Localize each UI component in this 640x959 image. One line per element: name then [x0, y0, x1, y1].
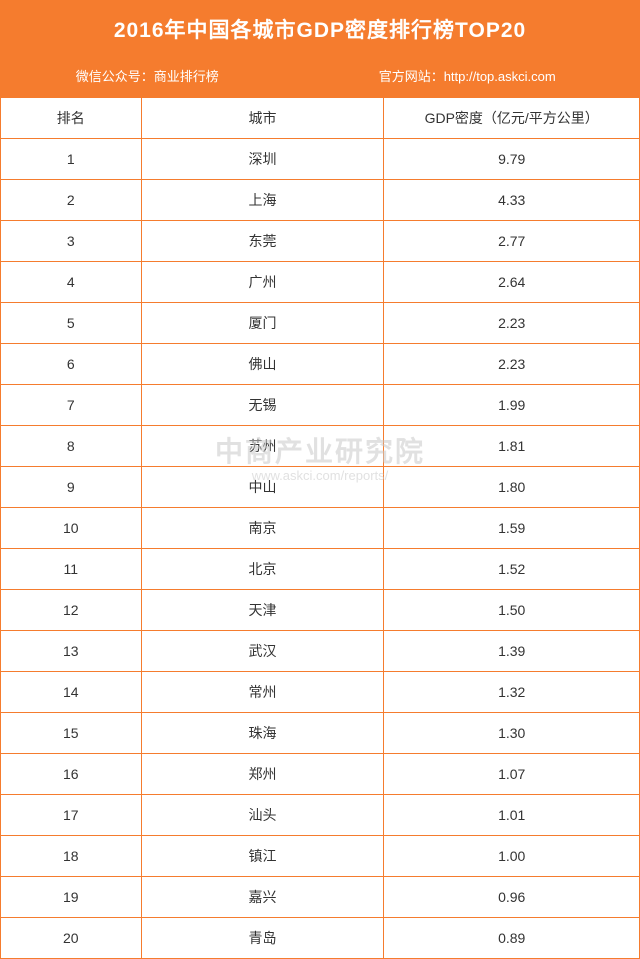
cell-city: 无锡 [141, 385, 384, 426]
table-row: 15珠海1.30 [1, 713, 640, 754]
table-row: 9中山1.80 [1, 467, 640, 508]
cell-city: 上海 [141, 180, 384, 221]
cell-city: 武汉 [141, 631, 384, 672]
cell-density: 1.01 [384, 795, 640, 836]
cell-rank: 3 [1, 221, 142, 262]
cell-city: 东莞 [141, 221, 384, 262]
table-row: 8苏州1.81 [1, 426, 640, 467]
table-row: 13武汉1.39 [1, 631, 640, 672]
cell-rank: 2 [1, 180, 142, 221]
table-header-row: 排名 城市 GDP密度（亿元/平方公里） [1, 98, 640, 139]
cell-city: 嘉兴 [141, 877, 384, 918]
cell-city: 珠海 [141, 713, 384, 754]
table-row: 20青岛0.89 [1, 918, 640, 959]
cell-rank: 14 [1, 672, 142, 713]
table-row: 12天津1.50 [1, 590, 640, 631]
table-row: 5厦门2.23 [1, 303, 640, 344]
subtitle-row: 微信公众号：商业排行榜 官方网站：http://top.askci.com [0, 56, 640, 97]
cell-rank: 16 [1, 754, 142, 795]
cell-rank: 18 [1, 836, 142, 877]
table-row: 10南京1.59 [1, 508, 640, 549]
cell-density: 2.64 [384, 262, 640, 303]
cell-city: 青岛 [141, 918, 384, 959]
subtitle-wechat: 微信公众号：商业排行榜 [0, 66, 294, 85]
ranking-table: 排名 城市 GDP密度（亿元/平方公里） 1深圳9.792上海4.333东莞2.… [0, 97, 640, 959]
cell-density: 1.30 [384, 713, 640, 754]
cell-density: 2.77 [384, 221, 640, 262]
cell-city: 南京 [141, 508, 384, 549]
col-header-density: GDP密度（亿元/平方公里） [384, 98, 640, 139]
cell-rank: 6 [1, 344, 142, 385]
cell-city: 郑州 [141, 754, 384, 795]
cell-rank: 17 [1, 795, 142, 836]
cell-city: 汕头 [141, 795, 384, 836]
cell-rank: 19 [1, 877, 142, 918]
cell-density: 2.23 [384, 344, 640, 385]
cell-city: 中山 [141, 467, 384, 508]
cell-rank: 12 [1, 590, 142, 631]
cell-rank: 5 [1, 303, 142, 344]
cell-density: 1.07 [384, 754, 640, 795]
subtitle-website: 官方网站：http://top.askci.com [294, 66, 640, 85]
table-row: 1深圳9.79 [1, 139, 640, 180]
cell-rank: 7 [1, 385, 142, 426]
table-row: 4广州2.64 [1, 262, 640, 303]
cell-density: 2.23 [384, 303, 640, 344]
cell-rank: 1 [1, 139, 142, 180]
table-row: 7无锡1.99 [1, 385, 640, 426]
table-row: 16郑州1.07 [1, 754, 640, 795]
table-row: 2上海4.33 [1, 180, 640, 221]
col-header-rank: 排名 [1, 98, 142, 139]
cell-city: 北京 [141, 549, 384, 590]
cell-density: 1.39 [384, 631, 640, 672]
cell-density: 1.80 [384, 467, 640, 508]
table-row: 11北京1.52 [1, 549, 640, 590]
cell-density: 1.81 [384, 426, 640, 467]
cell-density: 1.32 [384, 672, 640, 713]
cell-rank: 11 [1, 549, 142, 590]
cell-city: 厦门 [141, 303, 384, 344]
table-row: 3东莞2.77 [1, 221, 640, 262]
cell-rank: 8 [1, 426, 142, 467]
table-row: 19嘉兴0.96 [1, 877, 640, 918]
cell-city: 广州 [141, 262, 384, 303]
col-header-city: 城市 [141, 98, 384, 139]
table-row: 6佛山2.23 [1, 344, 640, 385]
table-row: 14常州1.32 [1, 672, 640, 713]
cell-city: 苏州 [141, 426, 384, 467]
cell-density: 9.79 [384, 139, 640, 180]
cell-density: 1.52 [384, 549, 640, 590]
table-row: 17汕头1.01 [1, 795, 640, 836]
cell-rank: 10 [1, 508, 142, 549]
cell-city: 佛山 [141, 344, 384, 385]
cell-density: 0.96 [384, 877, 640, 918]
page-container: 2016年中国各城市GDP密度排行榜TOP20 微信公众号：商业排行榜 官方网站… [0, 0, 640, 959]
cell-rank: 9 [1, 467, 142, 508]
cell-city: 常州 [141, 672, 384, 713]
cell-rank: 13 [1, 631, 142, 672]
cell-density: 1.50 [384, 590, 640, 631]
cell-city: 镇江 [141, 836, 384, 877]
cell-city: 天津 [141, 590, 384, 631]
table-row: 18镇江1.00 [1, 836, 640, 877]
cell-city: 深圳 [141, 139, 384, 180]
cell-density: 1.99 [384, 385, 640, 426]
cell-rank: 4 [1, 262, 142, 303]
page-title: 2016年中国各城市GDP密度排行榜TOP20 [0, 0, 640, 56]
cell-density: 4.33 [384, 180, 640, 221]
cell-density: 0.89 [384, 918, 640, 959]
cell-density: 1.59 [384, 508, 640, 549]
cell-rank: 15 [1, 713, 142, 754]
cell-rank: 20 [1, 918, 142, 959]
cell-density: 1.00 [384, 836, 640, 877]
